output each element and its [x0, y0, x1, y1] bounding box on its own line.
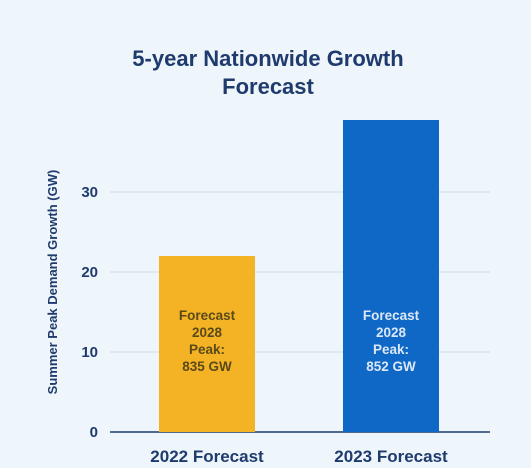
bar-data-label: 2028: [376, 325, 407, 340]
y-tick-label: 10: [81, 344, 98, 361]
bar-data-label: Forecast: [363, 308, 420, 323]
y-tick-label: 30: [81, 184, 98, 201]
y-axis-ticks: 0 10 20 30: [81, 184, 98, 441]
y-tick-label: 20: [81, 264, 98, 281]
bars: Forecast 2028 Peak: 835 GW Forecast 2028 Peak:…: [159, 120, 439, 432]
bar-data-label: Forecast: [179, 308, 236, 323]
x-category-label: 2022 Forecast: [150, 447, 264, 466]
x-axis-categories: 2022 Forecast 2023 Forecast: [150, 447, 448, 466]
bar-data-label: 835 GW: [182, 359, 232, 374]
bar-data-label: Peak:: [189, 342, 225, 357]
y-axis-label: Summer Peak Demand Growth (GW): [45, 170, 60, 395]
x-category-label: 2023 Forecast: [334, 447, 448, 466]
chart-title-line-2: Forecast: [222, 74, 314, 99]
chart-title-line-1: 5-year Nationwide Growth: [132, 46, 403, 71]
y-tick-label: 0: [90, 424, 98, 441]
bar-data-label: Peak:: [373, 342, 409, 357]
bar: [159, 256, 255, 432]
bar-data-label: 2028: [192, 325, 223, 340]
bar-data-label: 852 GW: [366, 359, 416, 374]
bar: [343, 120, 439, 432]
